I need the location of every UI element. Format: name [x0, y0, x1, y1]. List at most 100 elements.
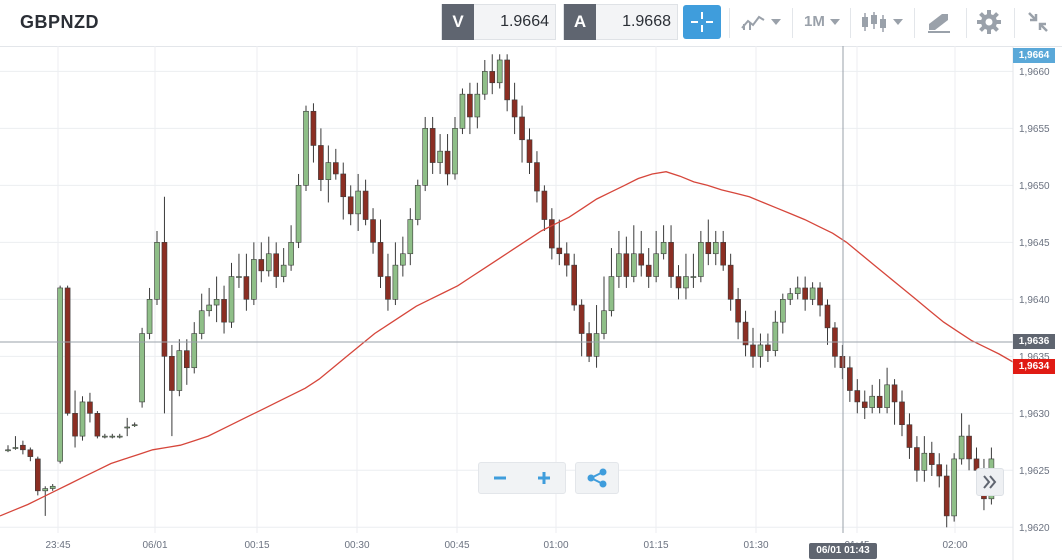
candle: [914, 436, 920, 482]
candle: [452, 116, 458, 180]
candle-body: [526, 139, 533, 163]
candle: [474, 82, 481, 129]
candle: [42, 486, 49, 516]
share-button[interactable]: [575, 462, 619, 494]
candle: [519, 105, 525, 163]
collapse-button[interactable]: [1026, 4, 1052, 40]
candle-body: [556, 247, 563, 255]
candle: [549, 208, 555, 260]
candle-body: [817, 287, 823, 306]
candle-body: [422, 128, 429, 186]
candle: [735, 287, 741, 340]
candlestick-chart[interactable]: 23:45 06/01 00:15 00:30 00:45 01:00 01:15 01:30…: [0, 46, 1062, 560]
candle: [318, 128, 324, 192]
candle: [802, 276, 808, 311]
toolbar-separator: [792, 8, 793, 38]
candle: [131, 422, 138, 427]
candle: [310, 103, 317, 163]
candle: [385, 253, 391, 311]
candle: [34, 456, 41, 496]
settings-button[interactable]: [976, 4, 1004, 40]
candle-body: [459, 93, 466, 129]
candle-body: [899, 401, 905, 426]
candle-body: [541, 190, 548, 220]
chart-toolbar: GBPNZD V 1.9664 A 1.9668 1M: [0, 0, 1062, 47]
candle: [854, 379, 861, 414]
candle: [720, 230, 727, 271]
x-tick-label: 01:30: [743, 540, 768, 551]
candle-body: [683, 276, 689, 289]
drawing-tools-button[interactable]: [926, 4, 954, 40]
symbol-title[interactable]: GBPNZD: [20, 12, 99, 32]
candle-body: [176, 350, 183, 391]
zoom-out-button[interactable]: [479, 463, 521, 493]
candle-body: [102, 435, 108, 438]
x-tick-label: 23:45: [45, 540, 70, 551]
chart-type-button[interactable]: [860, 4, 906, 40]
candle-body: [951, 458, 957, 517]
candle-body: [549, 219, 555, 249]
candle: [668, 225, 674, 288]
candle: [20, 440, 26, 455]
candle-body: [407, 219, 414, 255]
candle-body: [161, 242, 168, 357]
candle-body: [154, 242, 160, 300]
candle-body: [444, 150, 451, 175]
candle-body: [392, 264, 399, 300]
timeframe-label: 1M: [804, 13, 825, 30]
candle-body: [936, 464, 943, 477]
candle-body: [347, 196, 354, 215]
candle-body: [794, 287, 801, 294]
candle-body: [146, 299, 153, 334]
candle: [79, 396, 86, 441]
candle-body: [414, 185, 421, 220]
candle: [921, 436, 928, 482]
candle: [556, 219, 563, 266]
candle-body: [765, 344, 771, 351]
candle: [72, 390, 78, 448]
candle: [27, 447, 34, 462]
candle: [690, 253, 697, 288]
candle: [578, 299, 585, 357]
candle: [884, 367, 890, 414]
candle-body: [571, 264, 578, 306]
candle: [325, 145, 332, 203]
candle: [817, 282, 823, 317]
timeframe-dropdown[interactable]: 1M: [804, 4, 844, 40]
candle: [228, 262, 235, 328]
scroll-to-latest-button[interactable]: [976, 468, 1004, 496]
ask-tag: A: [564, 4, 596, 40]
candle-body: [876, 395, 883, 408]
candle: [608, 248, 615, 317]
chevron-down-icon: [771, 19, 781, 26]
x-tick-label: 00:15: [244, 540, 269, 551]
candle: [891, 379, 898, 425]
candle-body: [914, 447, 920, 471]
candle: [511, 82, 518, 135]
candle: [295, 173, 302, 249]
indicators-button[interactable]: [740, 4, 784, 40]
ask-price: 1.9668: [622, 13, 671, 30]
candle-body: [332, 162, 339, 175]
candle-body: [377, 242, 384, 277]
candle-body: [779, 299, 786, 323]
candle-body: [608, 276, 615, 312]
candle: [273, 242, 280, 288]
candle-body: [42, 488, 49, 492]
ma-price-label: 1,9634: [1013, 359, 1055, 374]
candle-body: [169, 356, 175, 391]
candle-body: [12, 447, 19, 449]
candle: [347, 185, 354, 226]
candle-body: [273, 253, 280, 277]
candlestick-icon: [862, 12, 886, 33]
candle: [459, 88, 466, 135]
share-icon: [587, 468, 607, 488]
candle-body: [928, 452, 935, 465]
zoom-in-button[interactable]: [523, 463, 565, 493]
candle-body: [49, 485, 56, 489]
candle-body: [668, 242, 674, 277]
candle: [750, 327, 756, 368]
candle: [809, 282, 816, 306]
cursor-price-label: 1,9636: [1013, 334, 1055, 349]
crosshair-button[interactable]: [683, 5, 721, 39]
